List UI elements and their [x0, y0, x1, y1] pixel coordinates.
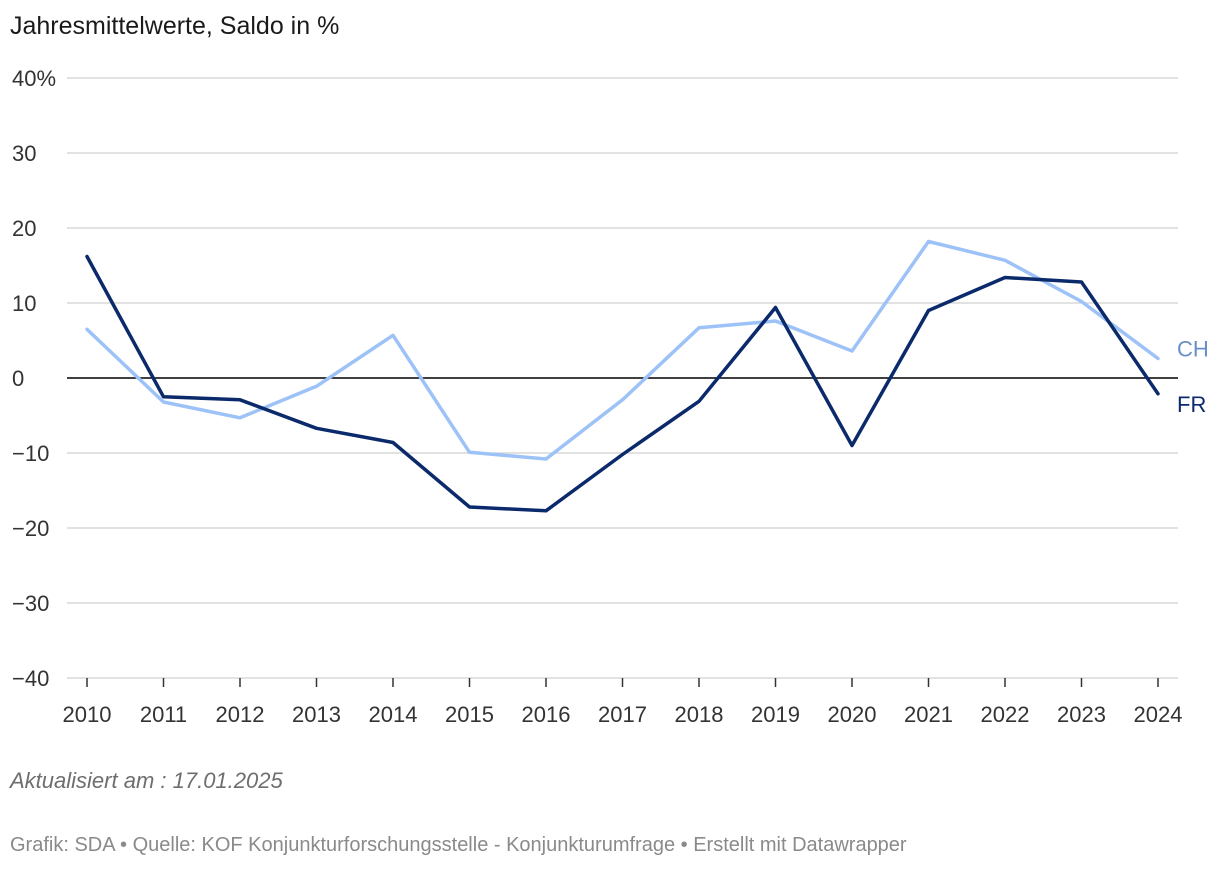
update-note: Aktualisiert am : 17.01.2025: [10, 768, 283, 793]
x-tick-label: 2017: [598, 702, 647, 727]
series-label-ch: CH: [1177, 337, 1209, 362]
series-label-fr: FR: [1177, 392, 1206, 417]
y-tick-label: −20: [12, 516, 49, 541]
source-footer: Grafik: SDA • Quelle: KOF Konjunkturfors…: [10, 834, 907, 856]
series-line-fr: [85, 254, 1160, 513]
x-tick-label: 2013: [292, 702, 341, 727]
x-tick-label: 2015: [445, 702, 494, 727]
x-tick-label: 2016: [522, 702, 571, 727]
series-line-ch: [85, 239, 1160, 461]
y-tick-label: −40: [12, 666, 49, 691]
chart-title: Jahresmittelwerte, Saldo in %: [10, 12, 340, 40]
y-axis-labels: 40% 30 20 10 0 −10 −20 −30 −40: [12, 66, 56, 691]
x-tick-label: 2020: [828, 702, 877, 727]
x-tick-label: 2024: [1134, 702, 1183, 727]
x-tick-label: 2012: [216, 702, 265, 727]
x-tick-label: 2023: [1057, 702, 1106, 727]
y-tick-label: 20: [12, 216, 36, 241]
grid-lines: [67, 77, 1178, 679]
x-tick-label: 2019: [751, 702, 800, 727]
x-tick-label: 2021: [904, 702, 953, 727]
x-tick-label: 2010: [63, 702, 112, 727]
x-tick-label: 2011: [140, 702, 187, 727]
series-labels: CH FR: [1177, 337, 1209, 417]
x-tick-label: 2022: [981, 702, 1030, 727]
y-tick-label: −30: [12, 591, 49, 616]
series-lines: [85, 239, 1160, 513]
x-axis: 2010 2011 2012 2013 2014 2015 2016 2017 2018 2019…: [63, 678, 1183, 727]
y-tick-label: −10: [12, 441, 49, 466]
y-tick-label: 40%: [12, 66, 56, 91]
y-tick-label: 10: [12, 291, 36, 316]
y-tick-label: 30: [12, 141, 36, 166]
x-tick-label: 2018: [675, 702, 724, 727]
y-tick-label: 0: [12, 366, 24, 391]
x-tick-label: 2014: [369, 702, 418, 727]
